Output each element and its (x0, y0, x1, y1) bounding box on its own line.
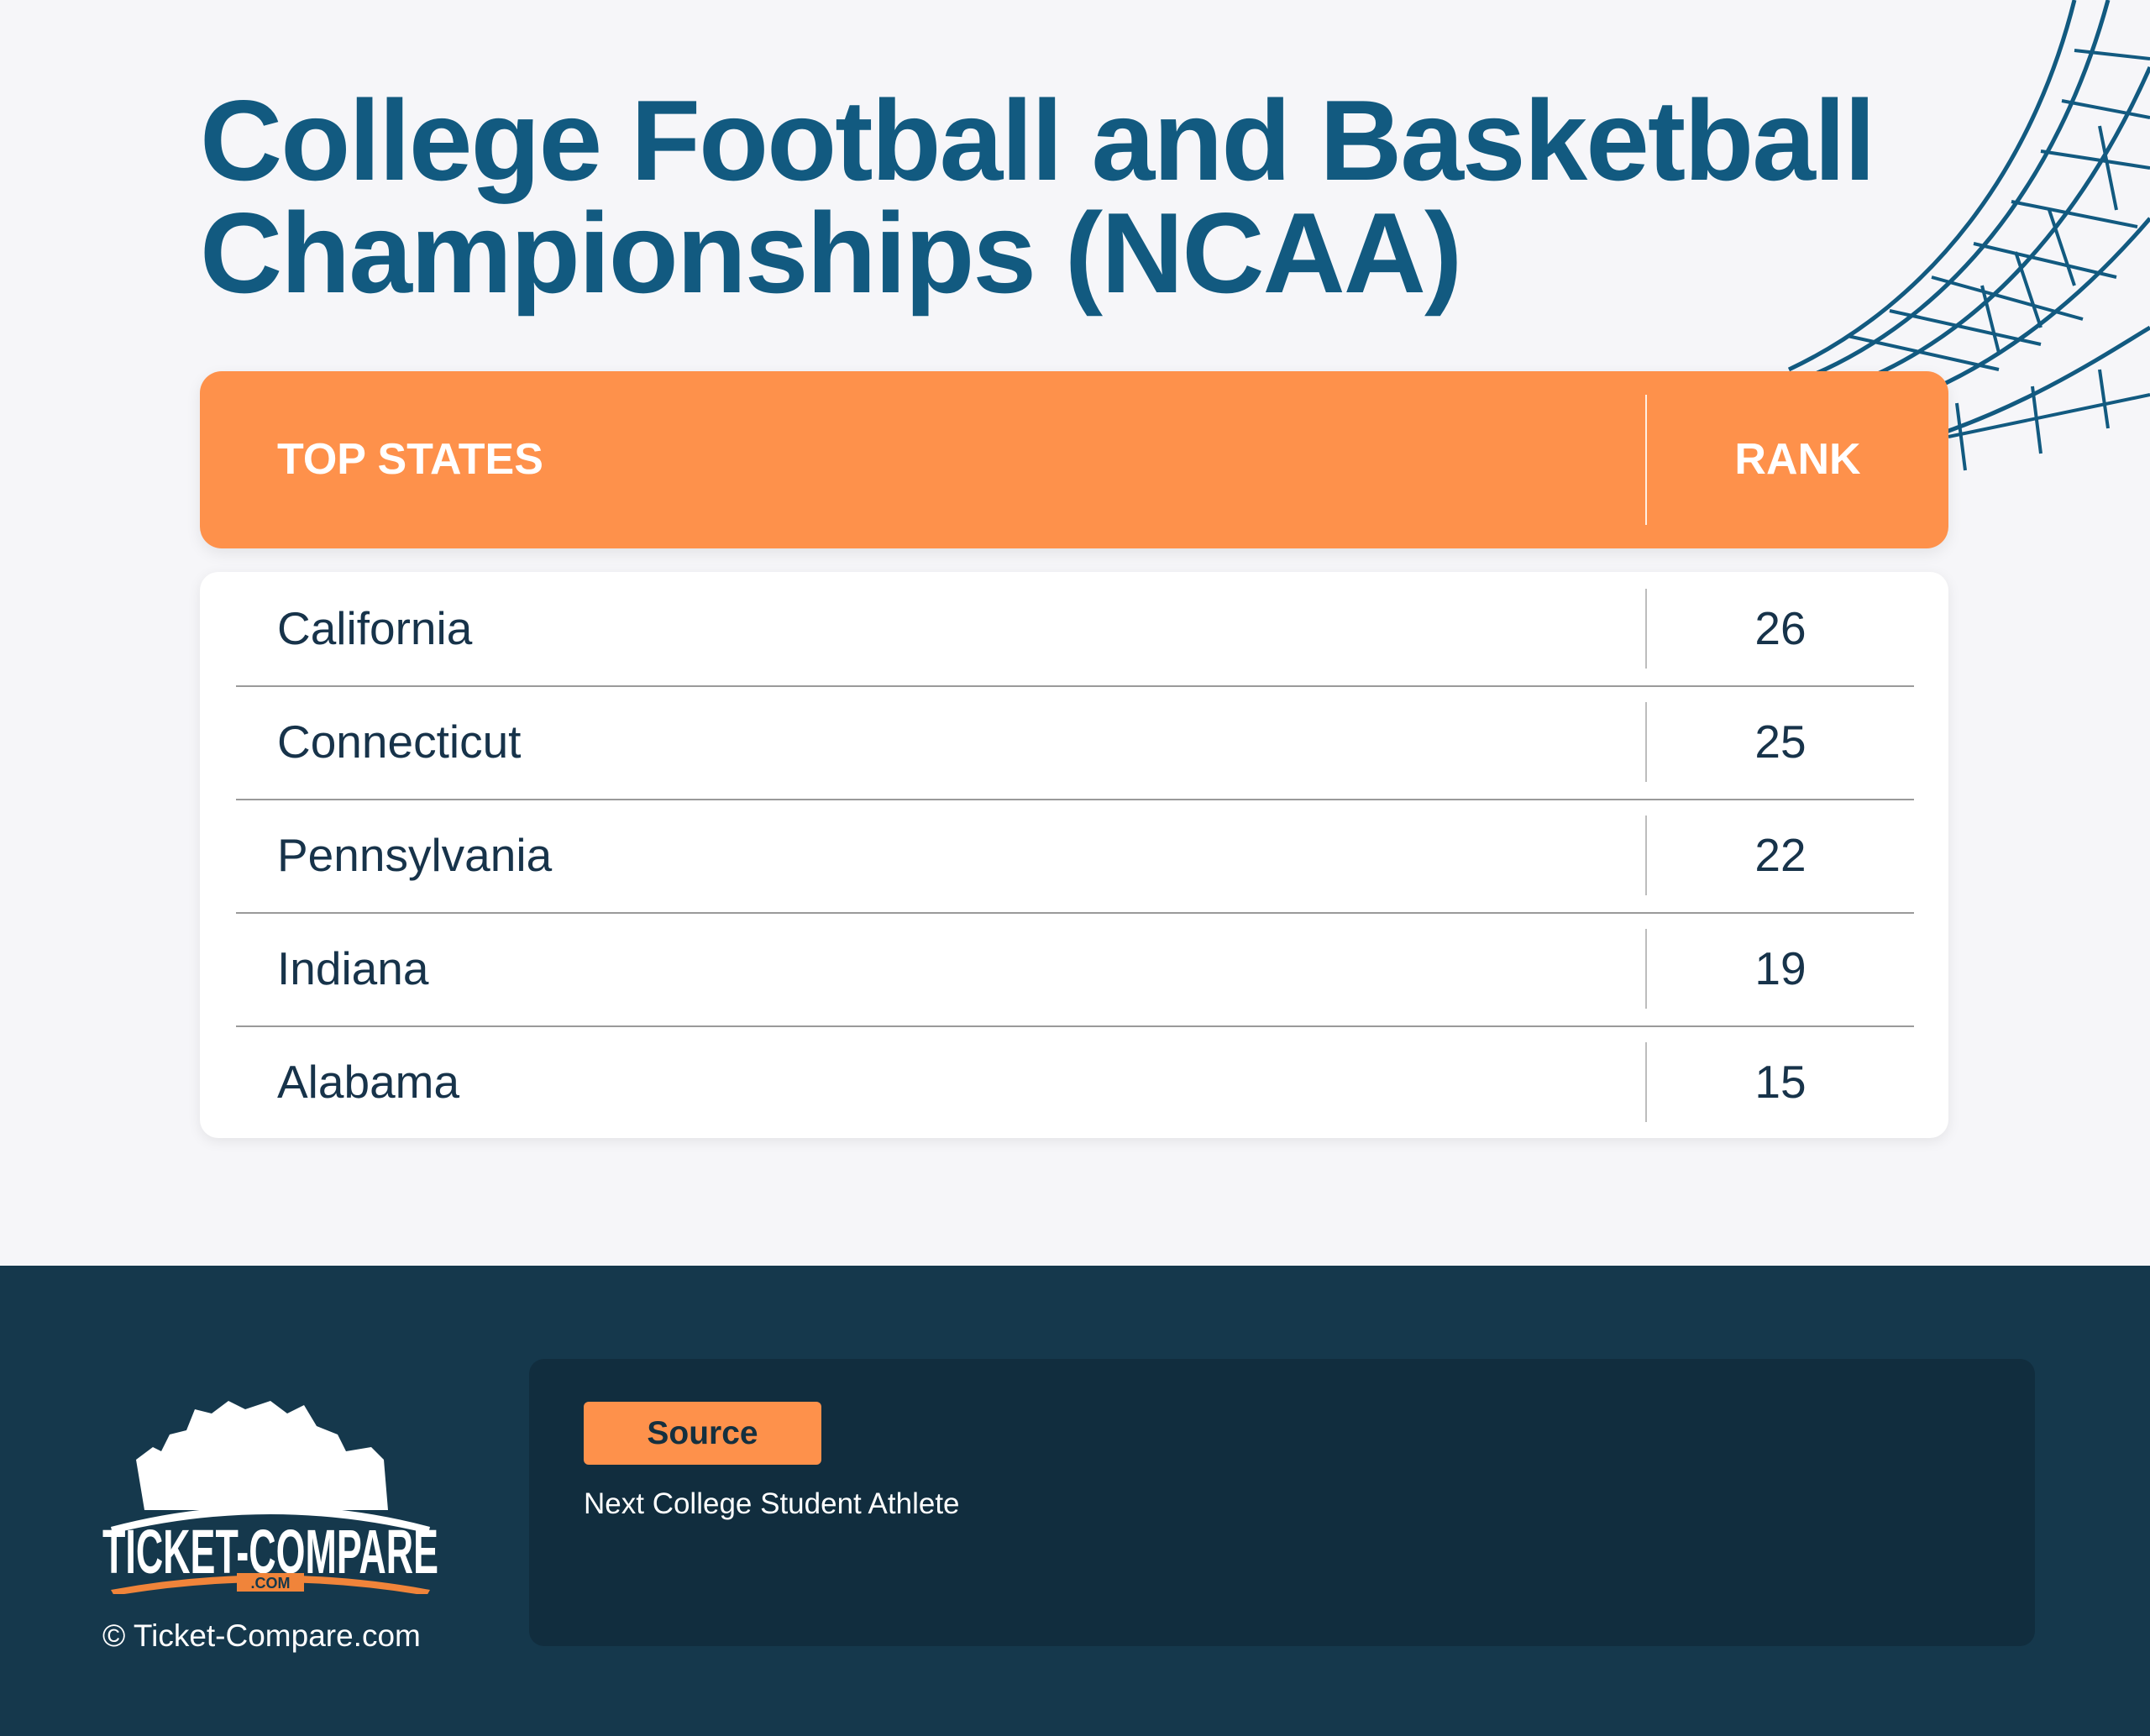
rank-value: 25 (1754, 716, 1807, 768)
column-divider (1645, 395, 1647, 525)
column-divider (1645, 702, 1647, 782)
table-body: California 26 Connecticut 25 Pennsylvani… (200, 572, 1948, 1138)
table-row: Alabama 15 (236, 1025, 1914, 1139)
column-divider (1645, 589, 1647, 669)
rank-value: 15 (1754, 1056, 1807, 1108)
table-row: Indiana 19 (236, 912, 1914, 1027)
column-divider (1645, 816, 1647, 895)
copyright-text: © Ticket-Compare.com (102, 1618, 421, 1653)
column-divider (1645, 929, 1647, 1009)
state-name: California (277, 602, 473, 654)
rank-value: 26 (1754, 602, 1807, 654)
column-header-top-states: TOP STATES (277, 435, 543, 484)
state-name: Indiana (277, 942, 429, 994)
source-text: Next College Student Athlete (584, 1487, 960, 1520)
table-row: Connecticut 25 (236, 685, 1914, 800)
source-panel: Source Next College Student Athlete (529, 1359, 2035, 1646)
table-row: Pennsylvania 22 (236, 799, 1914, 914)
table-row: California 26 (236, 572, 1914, 687)
state-name: Pennsylvania (277, 829, 553, 881)
column-header-rank: RANK (1734, 435, 1861, 484)
column-divider (1645, 1042, 1647, 1122)
page-title: College Football and Basketball Champion… (200, 76, 1875, 317)
svg-text:.COM: .COM (251, 1575, 291, 1592)
ticket-compare-logo-icon: TICKET-COMPARE .COM (102, 1401, 438, 1594)
table-header: TOP STATES RANK (200, 371, 1948, 548)
stadium-illustration-icon (1787, 0, 2150, 471)
state-name: Connecticut (277, 716, 522, 768)
state-name: Alabama (277, 1056, 460, 1108)
source-label-badge: Source (584, 1402, 821, 1465)
rank-value: 19 (1754, 942, 1807, 994)
rank-value: 22 (1754, 829, 1807, 881)
